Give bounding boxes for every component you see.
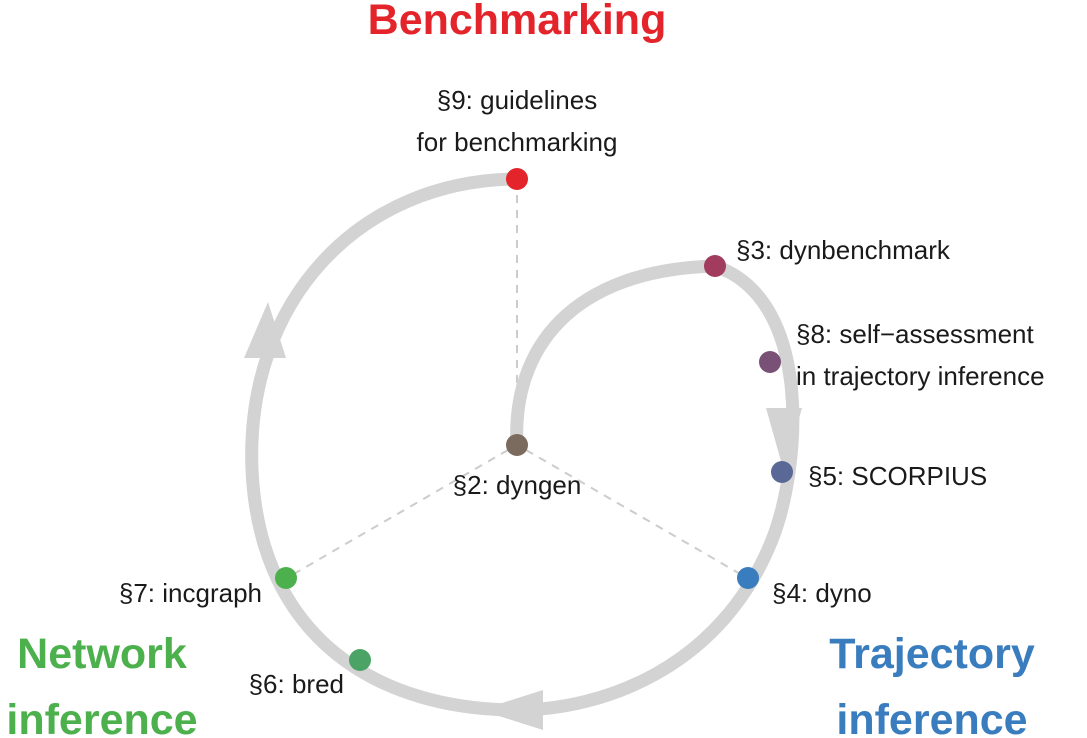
node-s6-label: §6: bred xyxy=(249,669,344,699)
node-s6 xyxy=(349,649,371,671)
node-s9-label-line1: §9: guidelines xyxy=(437,85,597,115)
spiral-track xyxy=(245,172,800,717)
node-s3 xyxy=(704,255,726,277)
section-network-title-line1: Network xyxy=(17,630,187,678)
node-s4 xyxy=(737,567,759,589)
node-s8-label-line2: in trajectory inference xyxy=(796,361,1045,391)
node-s2-label: §2: dyngen xyxy=(453,470,582,500)
node-s3-label: §3: dynbenchmark xyxy=(736,235,951,265)
connector-to-network xyxy=(291,449,509,576)
node-s4-label: §4: dyno xyxy=(772,578,872,608)
connectors xyxy=(291,192,743,576)
connector-to-trajectory xyxy=(525,449,743,576)
node-s8 xyxy=(759,351,781,373)
section-trajectory-title-line1: Trajectory xyxy=(829,630,1035,678)
section-network-title-line2: inference xyxy=(6,696,197,738)
node-s7 xyxy=(275,567,297,589)
arrow-down-icon xyxy=(766,408,802,472)
node-s7-label: §7: incgraph xyxy=(119,578,262,608)
node-s9 xyxy=(506,168,528,190)
node-s9-label-line2: for benchmarking xyxy=(417,127,618,157)
node-s2 xyxy=(506,434,528,456)
node-s8-label-line1: §8: self−assessment xyxy=(796,319,1035,349)
section-trajectory-title-line2: inference xyxy=(836,696,1027,738)
arrow-left-icon xyxy=(480,690,543,730)
node-s5-label: §5: SCORPIUS xyxy=(808,461,987,491)
section-benchmarking-title: Benchmarking xyxy=(368,0,667,44)
node-s5 xyxy=(771,461,793,483)
arrow-up-icon xyxy=(244,302,286,358)
